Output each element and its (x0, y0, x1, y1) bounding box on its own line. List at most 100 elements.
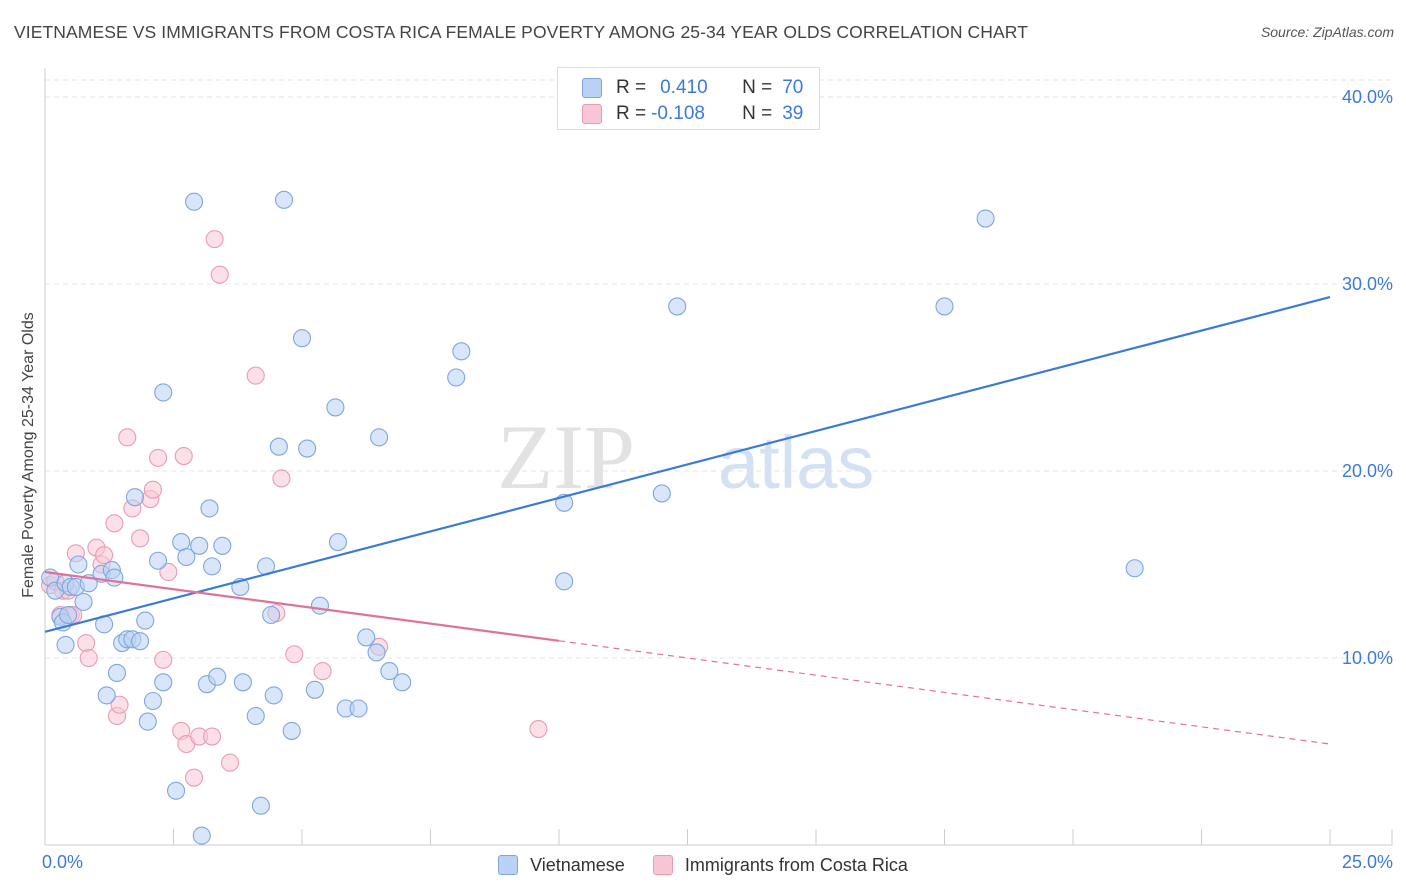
vietnamese-point (138, 712, 157, 731)
legend-n-label: N = (742, 103, 773, 124)
vietnamese-point (1125, 559, 1144, 578)
vietnamese-point (233, 673, 252, 692)
legend-r-label: R = (616, 77, 647, 98)
legend-swatch-blue (498, 855, 519, 875)
legend-n-value: 39 (782, 103, 804, 124)
costa-rica-point (185, 768, 204, 787)
series-costa-rica-points (41, 230, 548, 787)
costa-rica-point (203, 727, 222, 746)
zipatlas-watermark: ZIP atlas (497, 406, 874, 508)
legend-swatch-pink (582, 104, 602, 124)
stats-legend: R = 0.410 N = 70 R = -0.108 N = 39 (557, 67, 820, 130)
axes (44, 68, 1393, 846)
legend-r-value: 0.410 (660, 77, 708, 98)
vietnamese-point (935, 297, 954, 316)
chart-title: VIETNAMESE VS IMMIGRANTS FROM COSTA RICA… (14, 22, 1029, 42)
vietnamese-point (310, 596, 330, 615)
legend-n-label: N = (742, 77, 773, 98)
vietnamese-point (349, 699, 368, 718)
y-tick-label: 10.0% (1342, 648, 1393, 668)
vietnamese-point (269, 437, 288, 456)
legend-label-vietnamese: Vietnamese (530, 854, 625, 875)
vietnamese-point (69, 555, 88, 574)
vietnamese-point (154, 673, 173, 692)
vietnamese-point (59, 605, 78, 625)
vietnamese-point (282, 721, 301, 740)
vietnamese-point (393, 673, 412, 692)
legend-row-costa-rica: R = -0.108 N = 39 (582, 102, 803, 126)
vietnamese-point (56, 635, 75, 654)
vietnamese-point (976, 209, 995, 228)
vietnamese-point (380, 662, 399, 681)
vietnamese-point (107, 663, 127, 683)
vietnamese-point (97, 686, 116, 705)
costa-rica-point (205, 230, 224, 249)
costa-rica-point (246, 366, 265, 385)
vietnamese-point (200, 499, 219, 518)
chart-source: Source: ZipAtlas.com (1260, 24, 1394, 40)
costa-rica-point (529, 720, 548, 739)
costa-rica-point (118, 428, 137, 447)
vietnamese-point (192, 826, 211, 845)
vietnamese-point (177, 547, 196, 567)
costa-rica-point (131, 529, 150, 548)
vietnamese-point (555, 572, 574, 591)
vietnamese-point (274, 190, 294, 209)
vietnamese-point (149, 551, 168, 570)
trend-line-costa-rica-extrapolated (558, 640, 1331, 745)
vietnamese-point (370, 428, 389, 447)
costa-rica-point (110, 695, 129, 714)
vietnamese-point (328, 533, 348, 552)
costa-rica-point (313, 662, 332, 681)
costa-rica-point (79, 648, 98, 668)
y-tick-label: 20.0% (1342, 461, 1393, 481)
legend-swatch-pink (652, 855, 673, 875)
costa-rica-point (272, 469, 291, 488)
trend-line-costa-rica (44, 570, 560, 642)
vietnamese-point (136, 611, 155, 630)
costa-rica-point (143, 480, 162, 499)
vietnamese-point (452, 342, 471, 361)
vietnamese-point (154, 383, 173, 402)
vietnamese-point (190, 536, 209, 555)
vietnamese-point (143, 691, 162, 711)
legend-item-vietnamese[interactable]: Vietnamese (498, 855, 625, 876)
costa-rica-point (149, 448, 168, 467)
costa-rica-point (159, 562, 178, 582)
x-tick-max: 25.0% (1341, 852, 1393, 872)
x-tick-min: 0.0% (42, 852, 84, 872)
vietnamese-point (125, 488, 144, 507)
vietnamese-point (74, 592, 93, 611)
watermark-zip: ZIP (497, 406, 635, 508)
costa-rica-point (105, 514, 124, 533)
vietnamese-point (357, 628, 376, 647)
vietnamese-point (367, 643, 386, 662)
vietnamese-point (668, 297, 687, 316)
legend-item-costa-rica[interactable]: Immigrants from Costa Rica (652, 854, 908, 876)
costa-rica-point (220, 753, 240, 772)
trend-lines (44, 296, 1331, 745)
series-vietnamese-points (41, 190, 1144, 845)
costa-rica-point (154, 650, 173, 669)
vietnamese-point (105, 568, 124, 587)
vietnamese-point (298, 439, 317, 458)
watermark-atlas: atlas (718, 421, 874, 504)
legend-swatch-blue (582, 78, 602, 98)
costa-rica-point (285, 645, 304, 664)
costa-rica-point (210, 265, 229, 284)
y-tick-labels: 10.0% 20.0% 30.0% 40.0% (1342, 87, 1393, 668)
vietnamese-point (131, 632, 150, 651)
vietnamese-point (246, 706, 265, 726)
vietnamese-point (264, 686, 283, 705)
costa-rica-point (77, 633, 96, 653)
vietnamese-point (652, 484, 671, 503)
legend-n-value: 70 (782, 77, 804, 98)
vietnamese-point (262, 605, 281, 625)
trend-line-vietnamese (44, 296, 1331, 633)
vietnamese-point (326, 398, 345, 417)
legend-label-costa-rica: Immigrants from Costa Rica (684, 854, 908, 875)
y-tick-label: 40.0% (1342, 87, 1393, 107)
vietnamese-point (185, 192, 204, 211)
legend-row-vietnamese: R = 0.410 N = 70 (582, 76, 803, 100)
